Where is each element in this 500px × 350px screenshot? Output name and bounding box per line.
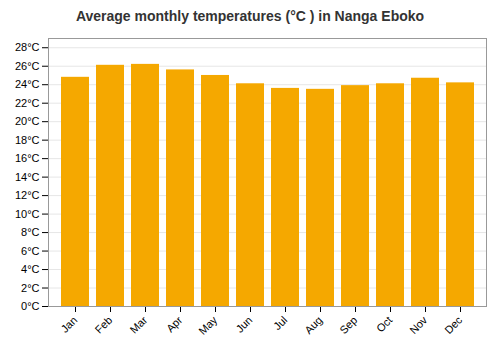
svg-text:16°C: 16°C bbox=[15, 152, 40, 164]
svg-text:Sep: Sep bbox=[337, 314, 359, 336]
svg-text:Jan: Jan bbox=[58, 314, 79, 335]
svg-text:0°C: 0°C bbox=[21, 300, 40, 312]
svg-text:6°C: 6°C bbox=[21, 245, 40, 257]
svg-text:26°C: 26°C bbox=[15, 60, 40, 72]
svg-text:10°C: 10°C bbox=[15, 208, 40, 220]
svg-text:Mar: Mar bbox=[128, 314, 150, 336]
svg-text:Nov: Nov bbox=[407, 313, 430, 336]
svg-text:4°C: 4°C bbox=[21, 263, 40, 275]
svg-text:Jun: Jun bbox=[233, 314, 254, 335]
svg-text:22°C: 22°C bbox=[15, 97, 40, 109]
svg-text:12°C: 12°C bbox=[15, 189, 40, 201]
svg-text:20°C: 20°C bbox=[15, 115, 40, 127]
svg-text:Dec: Dec bbox=[442, 313, 465, 336]
svg-text:Aug: Aug bbox=[302, 314, 324, 336]
svg-text:2°C: 2°C bbox=[21, 282, 40, 294]
svg-text:Feb: Feb bbox=[93, 314, 115, 336]
svg-text:28°C: 28°C bbox=[15, 41, 40, 53]
svg-text:May: May bbox=[196, 313, 220, 337]
svg-text:24°C: 24°C bbox=[15, 78, 40, 90]
svg-text:8°C: 8°C bbox=[21, 226, 40, 238]
svg-text:Apr: Apr bbox=[164, 314, 185, 335]
svg-text:14°C: 14°C bbox=[15, 171, 40, 183]
html-text:Average monthly temperatures (: Average monthly temperatures (°C ) in Na… bbox=[75, 8, 425, 24]
svg-text:18°C: 18°C bbox=[15, 134, 40, 146]
svg-text:Jul: Jul bbox=[271, 314, 289, 332]
svg-text:Oct: Oct bbox=[374, 314, 395, 335]
